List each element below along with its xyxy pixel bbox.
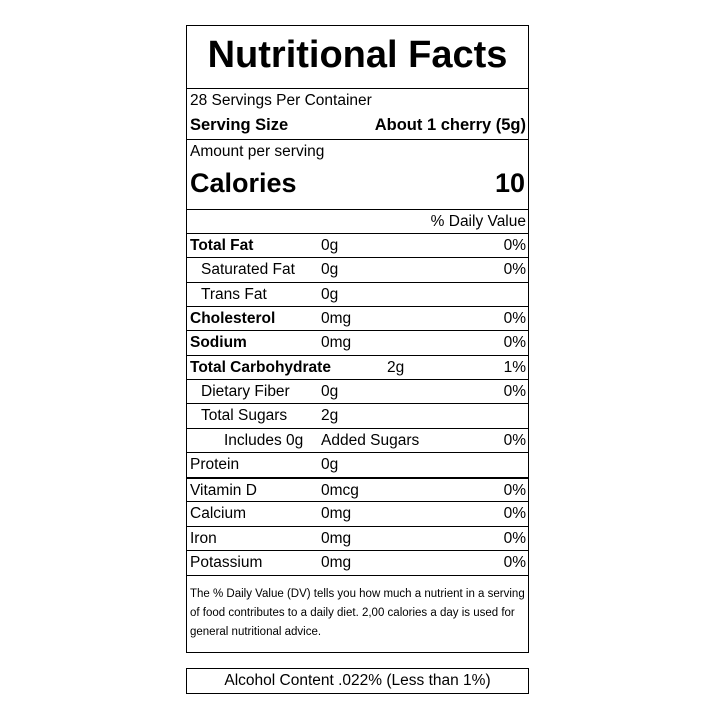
nutrient-name: Calcium bbox=[190, 505, 246, 522]
nutrient-row: Iron 0mg 0% bbox=[187, 526, 528, 550]
nutrient-name: Total Sugars bbox=[201, 407, 288, 424]
nutrient-name: Sodium bbox=[190, 334, 247, 351]
label-box: 28 Servings Per Container Serving Size A… bbox=[186, 88, 529, 653]
nutrient-name: Vitamin D bbox=[190, 482, 257, 499]
divider bbox=[187, 209, 528, 210]
nutrient-row: Includes 0g Added Sugars 0% bbox=[187, 428, 528, 452]
divider bbox=[187, 575, 528, 576]
nutrient-amount: 0mcg bbox=[321, 482, 359, 499]
nutrient-row: Trans Fat 0g bbox=[187, 282, 528, 306]
nutrient-dv: 0% bbox=[503, 482, 526, 499]
footnote: The % Daily Value (DV) tells you how muc… bbox=[190, 588, 525, 638]
nutrient-name: Potassium bbox=[190, 554, 263, 571]
daily-value-header: % Daily Value bbox=[430, 213, 526, 230]
nutrient-name: Includes 0g bbox=[224, 432, 304, 449]
nutrient-row: Calcium 0mg 0% bbox=[187, 501, 528, 525]
nutrient-dv: 0% bbox=[503, 310, 526, 327]
nutrient-dv: 0% bbox=[503, 530, 526, 547]
nutrient-amount: 2g bbox=[387, 359, 405, 376]
serving-size-value: About 1 cherry (5g) bbox=[374, 116, 526, 134]
nutrient-dv: 0% bbox=[503, 237, 526, 254]
serving-size-label: Serving Size bbox=[190, 116, 289, 134]
nutrient-dv: 0% bbox=[503, 505, 526, 522]
nutrient-dv: 0% bbox=[503, 261, 526, 278]
nutrient-row: Cholesterol 0mg 0% bbox=[187, 306, 528, 330]
nutrient-row: Total Sugars 2g bbox=[187, 403, 528, 427]
nutrient-amount: 0g bbox=[321, 237, 339, 254]
nutrient-name: Trans Fat bbox=[201, 286, 267, 303]
title: Nutritional Facts bbox=[207, 34, 508, 76]
nutrient-row: Dietary Fiber 0g 0% bbox=[187, 379, 528, 403]
nutrient-row: Potassium 0mg 0% bbox=[187, 550, 528, 574]
nutrient-dv: 1% bbox=[503, 359, 526, 376]
nutrient-name: Iron bbox=[190, 530, 217, 547]
nutrient-row: Protein 0g bbox=[187, 452, 528, 476]
nutrient-amount: 0mg bbox=[321, 530, 352, 547]
nutrient-amount: 0g bbox=[321, 456, 339, 473]
nutrient-name: Protein bbox=[190, 456, 240, 473]
calories-value: 10 bbox=[494, 168, 525, 198]
nutrient-name: Total Carbohydrate bbox=[190, 359, 331, 376]
nutrient-row: Sodium 0mg 0% bbox=[187, 330, 528, 354]
nutrient-name: Dietary Fiber bbox=[201, 383, 290, 400]
nutrient-row: Saturated Fat 0g 0% bbox=[187, 257, 528, 281]
nutrient-amount: 0mg bbox=[321, 554, 352, 571]
nutrient-amount: 0mg bbox=[321, 310, 352, 327]
nutrient-dv: 0% bbox=[503, 334, 526, 351]
nutrient-dv: 0% bbox=[503, 383, 526, 400]
nutrient-amount: Added Sugars bbox=[321, 432, 420, 449]
nutrient-name: Total Fat bbox=[190, 237, 254, 254]
title-box: Nutritional Facts bbox=[186, 25, 529, 89]
amount-per-serving: Amount per serving bbox=[190, 143, 325, 160]
nutrient-amount: 0mg bbox=[321, 334, 352, 351]
nutrient-amount: 0g bbox=[321, 383, 339, 400]
divider bbox=[187, 139, 528, 140]
nutrient-amount: 2g bbox=[321, 407, 339, 424]
nutrient-name: Cholesterol bbox=[190, 310, 276, 327]
nutrient-amount: 0g bbox=[321, 286, 339, 303]
nutrient-row: Vitamin D 0mcg 0% bbox=[187, 477, 528, 501]
nutrient-amount: 0mg bbox=[321, 505, 352, 522]
nutrient-row: Total Fat 0g 0% bbox=[187, 233, 528, 257]
nutrient-name: Saturated Fat bbox=[201, 261, 295, 278]
nutrient-row: Total Carbohydrate 2g 1% bbox=[187, 355, 528, 379]
calories-label: Calories bbox=[190, 168, 297, 198]
servings: 28 Servings Per Container bbox=[190, 92, 372, 109]
nutrient-amount: 0g bbox=[321, 261, 339, 278]
nutrient-dv: 0% bbox=[503, 432, 526, 449]
alcohol-box: Alcohol Content .022% (Less than 1%) bbox=[186, 668, 529, 694]
nutrient-dv: 0% bbox=[503, 554, 526, 571]
alcohol-content: Alcohol Content .022% (Less than 1%) bbox=[224, 672, 491, 689]
